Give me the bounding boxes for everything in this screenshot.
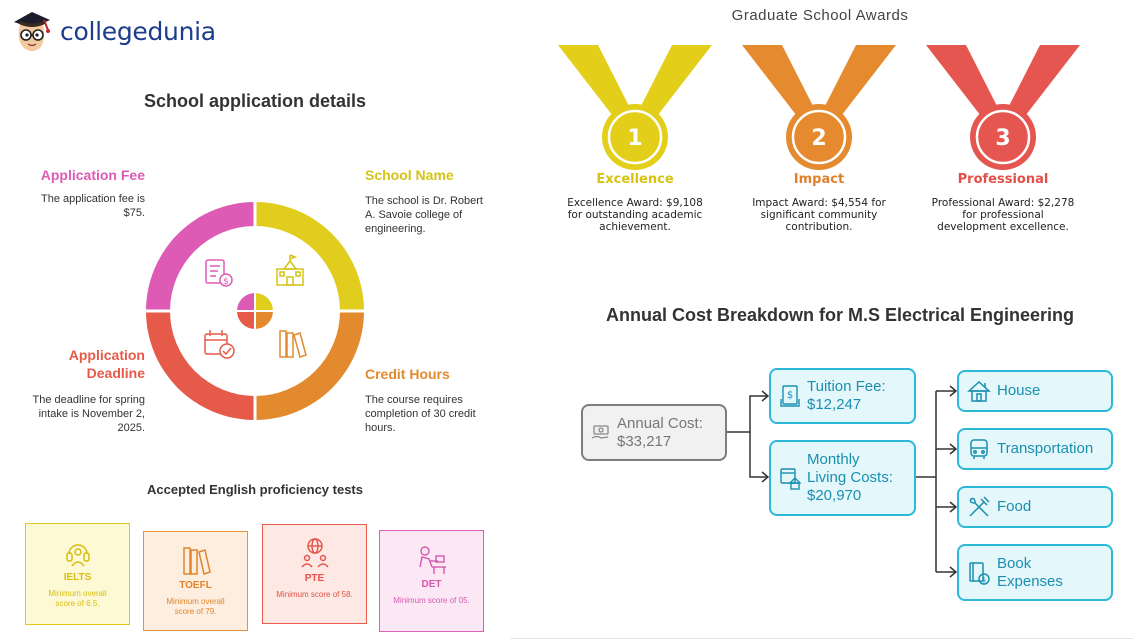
test-card-toefl: TOEFL Minimum overall score of 79. xyxy=(143,531,248,631)
award-name-excellence: Excellence xyxy=(596,172,674,187)
donut-segment-fee xyxy=(146,202,255,311)
headphones-icon xyxy=(65,544,90,567)
fee-document-icon: $ xyxy=(205,259,233,287)
medal-1: 1 xyxy=(558,45,712,170)
student-desk-icon xyxy=(418,546,446,574)
books-icon xyxy=(182,547,211,575)
test-score-ielts: Minimum overall score of 6.5. xyxy=(48,589,107,608)
collegedunia-logo[interactable]: collegedunia xyxy=(10,8,216,54)
award-name-professional: Professional xyxy=(957,172,1049,187)
test-name-toefl: TOEFL xyxy=(179,580,212,591)
svg-text:$: $ xyxy=(223,277,229,287)
svg-text:$: $ xyxy=(787,390,793,401)
tuition-fee-label: Tuition Fee: xyxy=(807,378,886,395)
medal-number-2: 2 xyxy=(811,126,826,151)
deadline-heading: Application Deadline xyxy=(68,347,145,381)
test-score-pte: Minimum score of 58. xyxy=(276,590,353,599)
awards-cost-panel: Graduate School Awards 1 2 3 xyxy=(510,0,1133,639)
cost-title: Annual Cost Breakdown for M.S Electrical… xyxy=(605,305,1075,325)
transportation-box: Transportation xyxy=(957,428,1113,470)
house-label: House xyxy=(997,382,1041,399)
medal-3: 3 xyxy=(926,45,1080,170)
tuition-fee-value: $12,247 xyxy=(807,396,862,413)
book-expenses-line1: Book xyxy=(997,554,1032,572)
living-costs-box: Monthly Living Costs: $20,970 xyxy=(769,440,916,516)
application-panel: collegedunia School application details … xyxy=(0,0,510,639)
test-name-pte: PTE xyxy=(304,573,325,584)
school-text: The school is Dr. Robert A. Savoie colle… xyxy=(365,195,483,235)
book-money-icon: $ xyxy=(969,561,990,585)
house-icon xyxy=(967,380,991,402)
globe-people-icon xyxy=(300,538,329,568)
award-name-impact: Impact xyxy=(793,172,845,187)
fee-text: The application fee is $75. xyxy=(41,193,145,219)
test-score-toefl: Minimum overall score of 79. xyxy=(166,597,225,616)
awards-title: Graduate School Awards xyxy=(731,7,909,24)
donut-segment-school xyxy=(255,202,364,311)
calendar-house-icon xyxy=(780,468,801,490)
living-costs-line2: Living Costs: xyxy=(807,469,893,486)
fee-heading: Application Fee xyxy=(40,167,145,183)
medal-number-1: 1 xyxy=(627,126,642,151)
book-expenses-box: $ Book Expenses xyxy=(957,544,1113,601)
school-heading: School Name xyxy=(365,167,454,183)
logo-text: collegedunia xyxy=(60,16,216,46)
test-name-ielts: IELTS xyxy=(63,572,92,583)
student-mascot-icon xyxy=(14,12,50,51)
application-title: School application details xyxy=(143,91,367,111)
tuition-fee-box: $ Tuition Fee: $12,247 xyxy=(769,368,916,424)
test-card-pte: PTE Minimum score of 58. xyxy=(262,524,367,624)
living-costs-line1: Monthly xyxy=(807,451,860,468)
award-desc-professional: Professional Award: $2,278 for professio… xyxy=(931,197,1075,233)
test-name-det: DET xyxy=(421,579,442,590)
application-donut: $ xyxy=(146,202,364,420)
credit-heading: Credit Hours xyxy=(365,366,450,382)
living-costs-value: $20,970 xyxy=(807,487,862,504)
food-box: Food xyxy=(957,486,1113,528)
cost-connectors xyxy=(727,385,958,578)
test-card-ielts: IELTS Minimum overall score of 6.5. xyxy=(25,523,130,625)
calendar-check-icon xyxy=(204,330,235,359)
money-hand-icon xyxy=(591,424,609,439)
award-desc-excellence: Excellence Award: $9,108 for outstanding… xyxy=(567,197,703,233)
test-card-det: DET Minimum score of 05. xyxy=(379,530,484,632)
transportation-label: Transportation xyxy=(997,440,1094,457)
medal-number-3: 3 xyxy=(995,126,1010,151)
credit-text: The course requires completion of 30 cre… xyxy=(365,394,476,434)
test-score-det: Minimum score of 05. xyxy=(393,596,470,605)
award-medals: 1 2 3 xyxy=(558,45,1080,170)
fork-knife-icon xyxy=(969,496,990,517)
annual-cost-box: Annual Cost: $33,217 xyxy=(581,404,727,461)
tuition-invoice-icon: $ xyxy=(780,385,800,407)
donut-segment-credit xyxy=(255,311,364,420)
bus-icon xyxy=(970,439,988,459)
award-desc-impact: Impact Award: $4,554 for significant com… xyxy=(752,197,886,233)
tests-title: Accepted English proficiency tests xyxy=(146,482,363,497)
book-expenses-line2: Expenses xyxy=(997,572,1063,590)
svg-text:$: $ xyxy=(982,576,986,584)
food-label: Food xyxy=(997,498,1032,515)
medal-2: 2 xyxy=(742,45,896,170)
school-building-icon xyxy=(276,254,304,286)
deadline-text: The deadline for spring intake is Novemb… xyxy=(32,394,145,434)
annual-cost-label: Annual Cost: xyxy=(617,414,703,432)
house-box: House xyxy=(957,370,1113,412)
books-icon xyxy=(279,330,307,358)
annual-cost-value: $33,217 xyxy=(617,432,672,450)
donut-segment-deadline xyxy=(146,311,255,420)
